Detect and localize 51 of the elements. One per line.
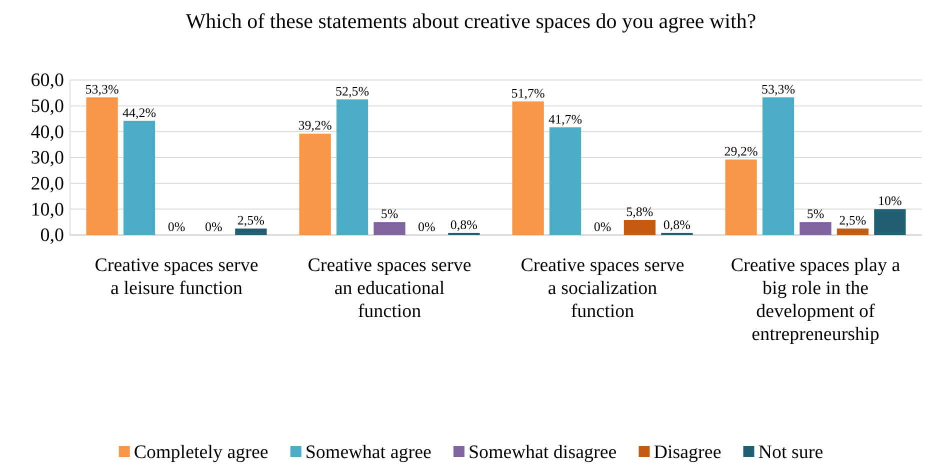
data-label: 53,3%: [761, 81, 796, 96]
bar: [624, 220, 656, 235]
x-tick-label: Creative spaces serve an educational function: [308, 255, 472, 322]
chart-title: Which of these statements about creative spaces do you agree with?: [186, 9, 756, 33]
bar: [374, 222, 406, 235]
bar: [549, 127, 582, 235]
legend-label: Not sure: [758, 442, 824, 463]
data-label: 29,2%: [724, 144, 758, 159]
data-label: 0%: [418, 219, 436, 234]
x-tick-label: Creative spaces serve a leisure function: [94, 255, 258, 299]
bar: [123, 120, 156, 235]
bar: [512, 101, 544, 235]
data-label: 5,8%: [626, 204, 654, 220]
data-label: 41,7%: [548, 111, 582, 126]
y-tick-label: 30,0: [30, 148, 64, 169]
data-label: 2,5%: [839, 212, 866, 228]
bar: [874, 209, 906, 235]
data-label: 5%: [380, 206, 398, 222]
data-label: 53,3%: [85, 81, 120, 96]
data-label: 10%: [878, 193, 902, 208]
data-label: 0%: [205, 219, 223, 234]
bar: [336, 99, 368, 235]
x-tick-label: Creative spaces play a big role in the development of entrepreneurship: [730, 255, 901, 345]
y-tick-label: 20,0: [30, 173, 64, 194]
data-label: 0,8%: [450, 216, 478, 232]
y-tick-label: 40,0: [30, 122, 64, 143]
bar: [800, 222, 832, 235]
x-tick-label: Creative spaces serve a socialization function: [520, 255, 684, 322]
y-tick-label: 60,0: [30, 70, 64, 92]
data-label: 2,5%: [237, 212, 265, 228]
bar: [86, 97, 118, 235]
legend-label: Disagree: [654, 442, 722, 463]
data-label: 44,2%: [122, 104, 156, 120]
data-label: 52,5%: [335, 83, 370, 98]
data-label: 5%: [806, 206, 824, 222]
bar: [235, 228, 267, 235]
legend-label: Somewhat agree: [305, 442, 432, 463]
data-label: 0,8%: [663, 216, 691, 232]
y-tick-label: 0,0: [40, 225, 64, 246]
y-tick-label: 10,0: [30, 199, 64, 220]
bar: [762, 97, 794, 235]
bar: [725, 160, 757, 235]
y-tick-label: 50,0: [30, 96, 64, 117]
legend-label: Completely agree: [134, 442, 268, 463]
bar: [299, 134, 331, 235]
data-label: 51,7%: [511, 85, 546, 100]
data-label: 0%: [168, 219, 186, 234]
data-label: 0%: [594, 219, 612, 234]
legend-label: Somewhat disagree: [468, 442, 617, 463]
bar: [836, 228, 869, 235]
data-label: 39,2%: [298, 118, 332, 133]
